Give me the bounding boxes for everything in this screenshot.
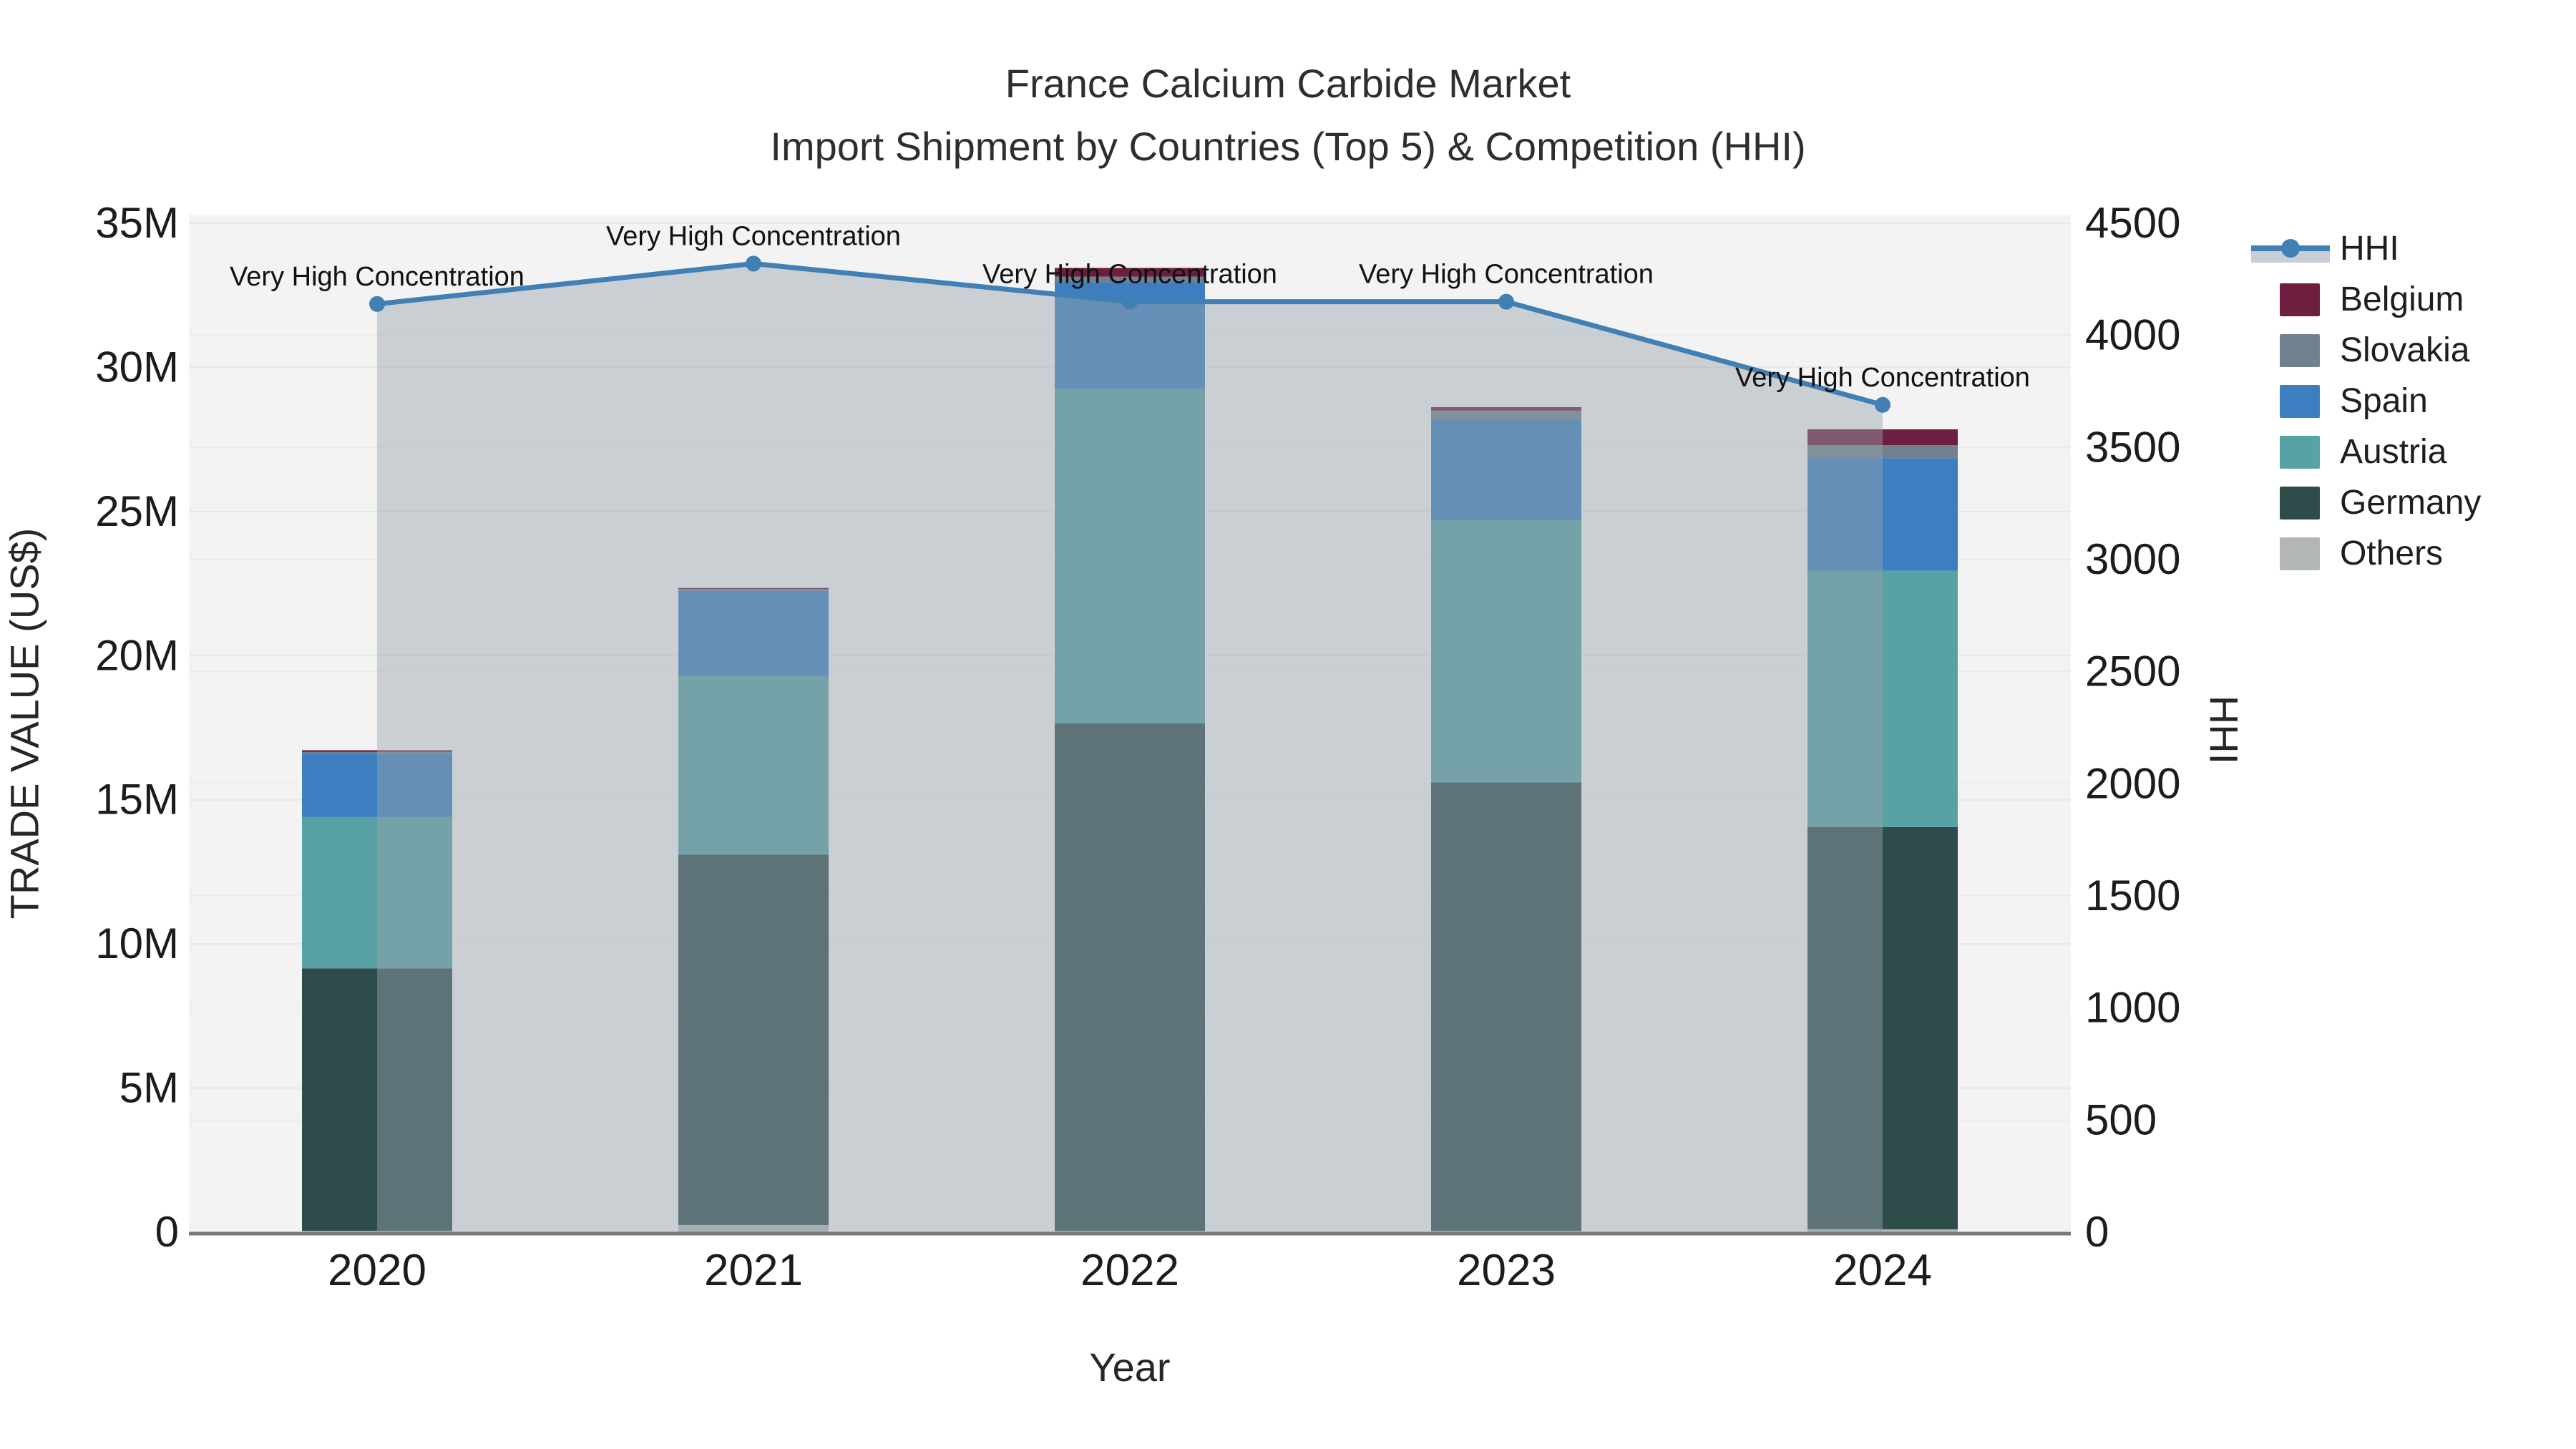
- y-left-tick-15M: 15M: [95, 776, 179, 824]
- annotation-2021: Very High Concentration: [606, 221, 901, 251]
- x-axis-title: Year: [1089, 1345, 1171, 1390]
- bar-segment-slovakia-2023[interactable]: [1431, 410, 1581, 419]
- bar-segment-spain-2021[interactable]: [678, 590, 829, 676]
- hhi-marker-2021[interactable]: [746, 255, 761, 272]
- spain-color-swatch: [2280, 384, 2320, 418]
- legend-item-germany[interactable]: Germany: [2280, 477, 2481, 528]
- legend-label-germany: Germany: [2340, 484, 2482, 522]
- germany-color-swatch: [2280, 486, 2320, 519]
- y-right-tick-2500: 2500: [2085, 648, 2180, 696]
- legend-label-spain: Spain: [2340, 382, 2428, 420]
- bar-segment-slovakia-2022[interactable]: [1055, 276, 1205, 283]
- bar-segment-belgium-2022[interactable]: [1055, 268, 1205, 277]
- bar-segment-belgium-2024[interactable]: [1807, 429, 1958, 446]
- bar-segment-belgium-2021[interactable]: [678, 587, 829, 590]
- x-tick-2024: 2024: [1833, 1246, 1932, 1295]
- bar-segment-austria-2021[interactable]: [678, 675, 829, 855]
- bar-segment-germany-2021[interactable]: [678, 854, 829, 1225]
- bar-segment-spain-2020[interactable]: [302, 753, 452, 817]
- legend-label-hhi: HHI: [2340, 230, 2399, 268]
- annotation-2022: Very High Concentration: [982, 260, 1277, 290]
- hhi-marker-2023[interactable]: [1498, 293, 1514, 310]
- bar-segment-slovakia-2020[interactable]: [302, 751, 452, 754]
- bar-segment-austria-2022[interactable]: [1055, 389, 1205, 723]
- x-tick-2023: 2023: [1457, 1246, 1556, 1295]
- bar-segment-belgium-2023[interactable]: [1431, 407, 1581, 411]
- chart-title-line2: Import Shipment by Countries (Top 5) & C…: [770, 124, 1806, 169]
- legend-item-hhi[interactable]: HHI: [2251, 223, 2481, 274]
- legend-label-belgium: Belgium: [2340, 280, 2464, 318]
- bar-segment-austria-2024[interactable]: [1807, 570, 1958, 827]
- chart-title-line1: France Calcium Carbide Market: [1005, 61, 1571, 106]
- legend-item-belgium[interactable]: Belgium: [2280, 274, 2481, 325]
- legend-item-others[interactable]: Others: [2280, 528, 2481, 579]
- hhi-marker-2022[interactable]: [1122, 293, 1138, 310]
- hhi-line-swatch-icon: [2251, 233, 2330, 265]
- bar-segment-belgium-2020[interactable]: [302, 750, 452, 752]
- bar-segment-spain-2024[interactable]: [1807, 458, 1958, 571]
- y-left-tick-0: 0: [155, 1208, 179, 1256]
- y-right-tick-3000: 3000: [2085, 535, 2180, 583]
- slovakia-color-swatch: [2280, 333, 2320, 367]
- y-right-tick-0: 0: [2085, 1208, 2109, 1256]
- hhi-area-fill: [377, 263, 1883, 1232]
- bar-segment-others-2022[interactable]: [1055, 1230, 1205, 1232]
- legend-item-austria[interactable]: Austria: [2280, 426, 2481, 477]
- hhi-marker-2024[interactable]: [1875, 396, 1890, 413]
- bar-segment-austria-2023[interactable]: [1431, 519, 1581, 783]
- bar-segment-others-2023[interactable]: [1431, 1230, 1581, 1232]
- annotation-2023: Very High Concentration: [1359, 260, 1654, 290]
- y-right-tick-1000: 1000: [2085, 984, 2180, 1032]
- belgium-color-swatch: [2280, 283, 2320, 316]
- legend-item-slovakia[interactable]: Slovakia: [2280, 325, 2481, 376]
- y-left-tick-10M: 10M: [95, 919, 179, 967]
- legend: HHI Belgium Slovakia Spain Austria Germa…: [2251, 223, 2481, 579]
- y-right-tick-2000: 2000: [2085, 759, 2180, 807]
- y-left-tick-25M: 25M: [95, 487, 179, 535]
- y-right-tick-4000: 4000: [2085, 311, 2180, 359]
- y-right-tick-500: 500: [2085, 1096, 2157, 1143]
- others-color-swatch: [2280, 537, 2320, 570]
- hhi-marker-dot: [2281, 238, 2300, 258]
- y-axis-title-left: TRADE VALUE (US$): [1, 527, 47, 919]
- bar-segment-germany-2023[interactable]: [1431, 782, 1581, 1231]
- bar-segment-slovakia-2024[interactable]: [1807, 445, 1958, 459]
- y-right-tick-3500: 3500: [2085, 423, 2180, 471]
- y-left-tick-30M: 30M: [95, 343, 179, 391]
- bar-segment-slovakia-2021[interactable]: [678, 589, 829, 591]
- austria-color-swatch: [2280, 435, 2320, 469]
- bar-segment-germany-2024[interactable]: [1807, 826, 1958, 1229]
- bar-segment-others-2024[interactable]: [1807, 1229, 1958, 1232]
- annotation-2024: Very High Concentration: [1735, 363, 2030, 393]
- bar-segment-germany-2020[interactable]: [302, 968, 452, 1231]
- bar-segment-austria-2020[interactable]: [302, 816, 452, 969]
- legend-item-spain[interactable]: Spain: [2280, 376, 2481, 426]
- bar-segment-germany-2022[interactable]: [1055, 723, 1205, 1231]
- y-left-tick-20M: 20M: [95, 631, 179, 679]
- y-right-tick-4500: 4500: [2085, 199, 2180, 247]
- x-tick-2022: 2022: [1080, 1246, 1179, 1295]
- x-tick-2020: 2020: [328, 1246, 426, 1295]
- y-left-tick-35M: 35M: [95, 199, 179, 247]
- bar-segment-spain-2023[interactable]: [1431, 419, 1581, 520]
- y-axis-title-right: HHI: [2201, 695, 2247, 765]
- y-left-tick-5M: 5M: [119, 1064, 179, 1112]
- legend-label-austria: Austria: [2340, 433, 2447, 471]
- y-right-tick-1500: 1500: [2085, 872, 2180, 919]
- legend-label-others: Others: [2340, 535, 2444, 572]
- bar-segment-others-2021[interactable]: [678, 1224, 829, 1232]
- legend-label-slovakia: Slovakia: [2340, 331, 2470, 369]
- bar-segment-others-2020[interactable]: [302, 1230, 452, 1232]
- hhi-marker-2020[interactable]: [369, 296, 385, 312]
- x-tick-2021: 2021: [704, 1246, 803, 1295]
- annotation-2020: Very High Concentration: [230, 262, 525, 292]
